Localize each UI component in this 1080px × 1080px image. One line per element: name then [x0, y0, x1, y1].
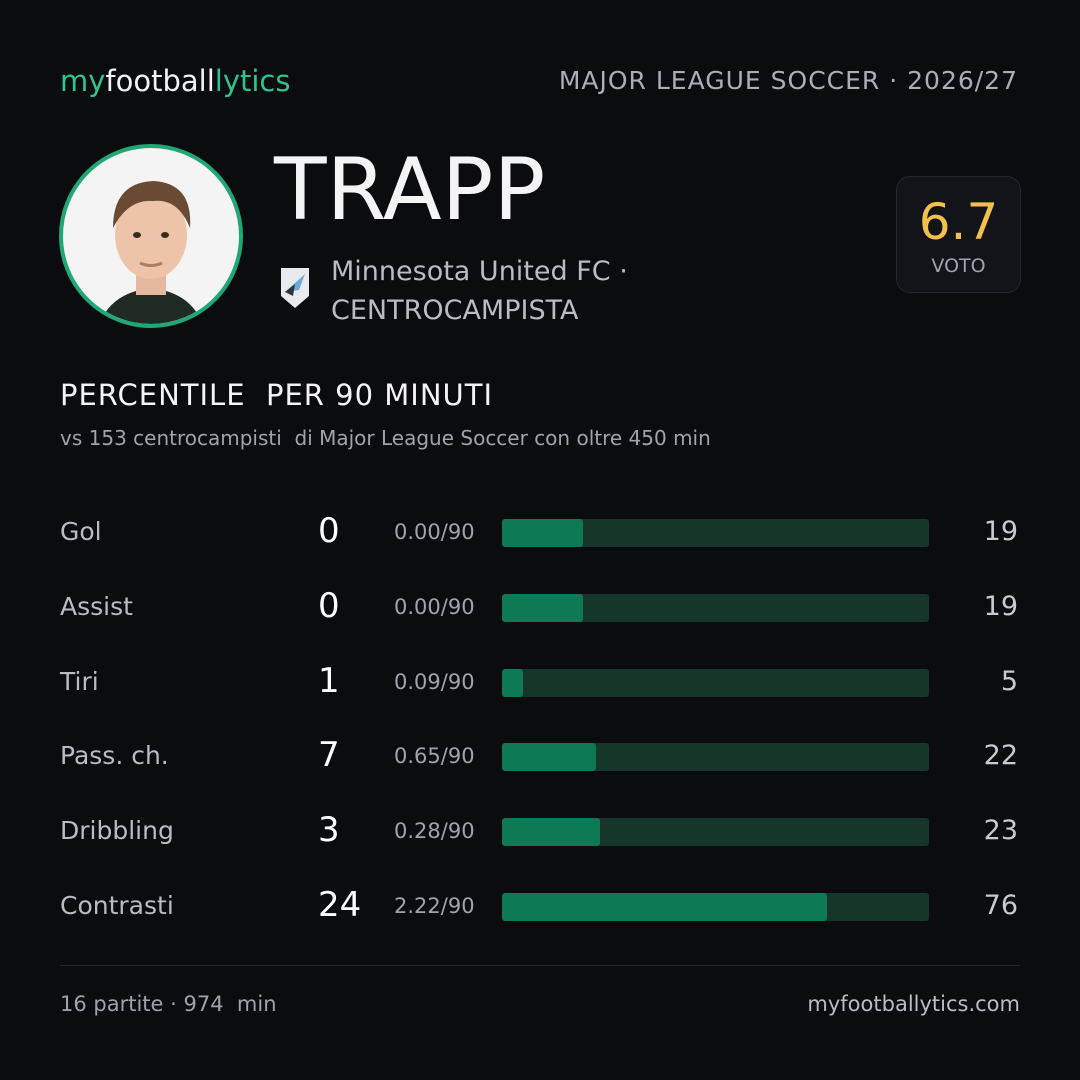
divider [60, 965, 1020, 966]
stat-label: Tiri [60, 666, 99, 696]
stat-label: Pass. ch. [60, 741, 169, 771]
percentile-bar [502, 893, 827, 921]
stat-percentile: 76 [983, 890, 1018, 921]
team-crest [281, 268, 309, 308]
stat-total: 7 [318, 735, 340, 776]
bar-track [502, 668, 929, 697]
bar-track [502, 593, 929, 622]
stat-total: 3 [318, 810, 340, 851]
section-title: PERCENTILE PER 90 MINUTI [60, 378, 494, 412]
section-subtitle: vs 153 centrocampisti di Major League So… [60, 426, 711, 450]
stat-total: 1 [318, 660, 340, 701]
stat-label: Gol [60, 517, 102, 546]
logo-part: my [60, 64, 106, 98]
logo-part: lytics [214, 64, 291, 98]
bar-track [502, 519, 929, 547]
league: MAJOR LEAGUE SOCCER · 2026/27 [558, 66, 1018, 95]
stat-label: Dribbling [60, 816, 174, 846]
percentile-bar [502, 668, 524, 697]
logo-part: football [105, 64, 215, 98]
stat-percentile: 22 [983, 740, 1018, 772]
stat-label: Contrasti [60, 891, 174, 920]
stat-total: 0 [318, 585, 340, 626]
stat-per90: 0.65/90 [394, 744, 475, 769]
logo: myfootballlytics [60, 64, 290, 98]
percentile-bar [502, 818, 601, 847]
role: CENTROCAMPISTA [331, 295, 579, 326]
player-photo [59, 144, 243, 328]
stat-percentile: 23 [983, 815, 1018, 847]
player-name: TRAPP [274, 140, 546, 240]
stat-per90: 0.00/90 [394, 520, 475, 544]
stat-per90: 0.28/90 [394, 819, 475, 844]
percentile-bar [502, 519, 584, 547]
stat-per90: 0.09/90 [394, 669, 475, 694]
percentile-bar [502, 593, 584, 622]
stat-percentile: 19 [983, 516, 1018, 547]
team: Minnesota United FC · [331, 256, 628, 287]
bar-track [502, 743, 929, 772]
stat-per90: 2.22/90 [394, 894, 475, 918]
stat-total: 24 [318, 885, 362, 925]
percentile-bar [502, 743, 596, 772]
rating: 6.7 [918, 193, 999, 251]
footer-summary: 16 partite · 974 min [60, 992, 277, 1016]
rating-label: VOTO [931, 255, 986, 277]
footer-site: myfootballytics.com [807, 992, 1020, 1016]
rating-box: 6.7 VOTO [896, 176, 1021, 293]
stat-percentile: 5 [1000, 665, 1018, 697]
team-role: Minnesota United FC · CENTROCAMPISTA [331, 252, 628, 330]
bar-track [502, 893, 929, 921]
stat-percentile: 19 [983, 590, 1018, 622]
stat-label: Assist [60, 591, 133, 621]
stat-per90: 0.00/90 [394, 594, 475, 619]
stat-total: 0 [318, 511, 340, 551]
bar-track [502, 818, 929, 847]
